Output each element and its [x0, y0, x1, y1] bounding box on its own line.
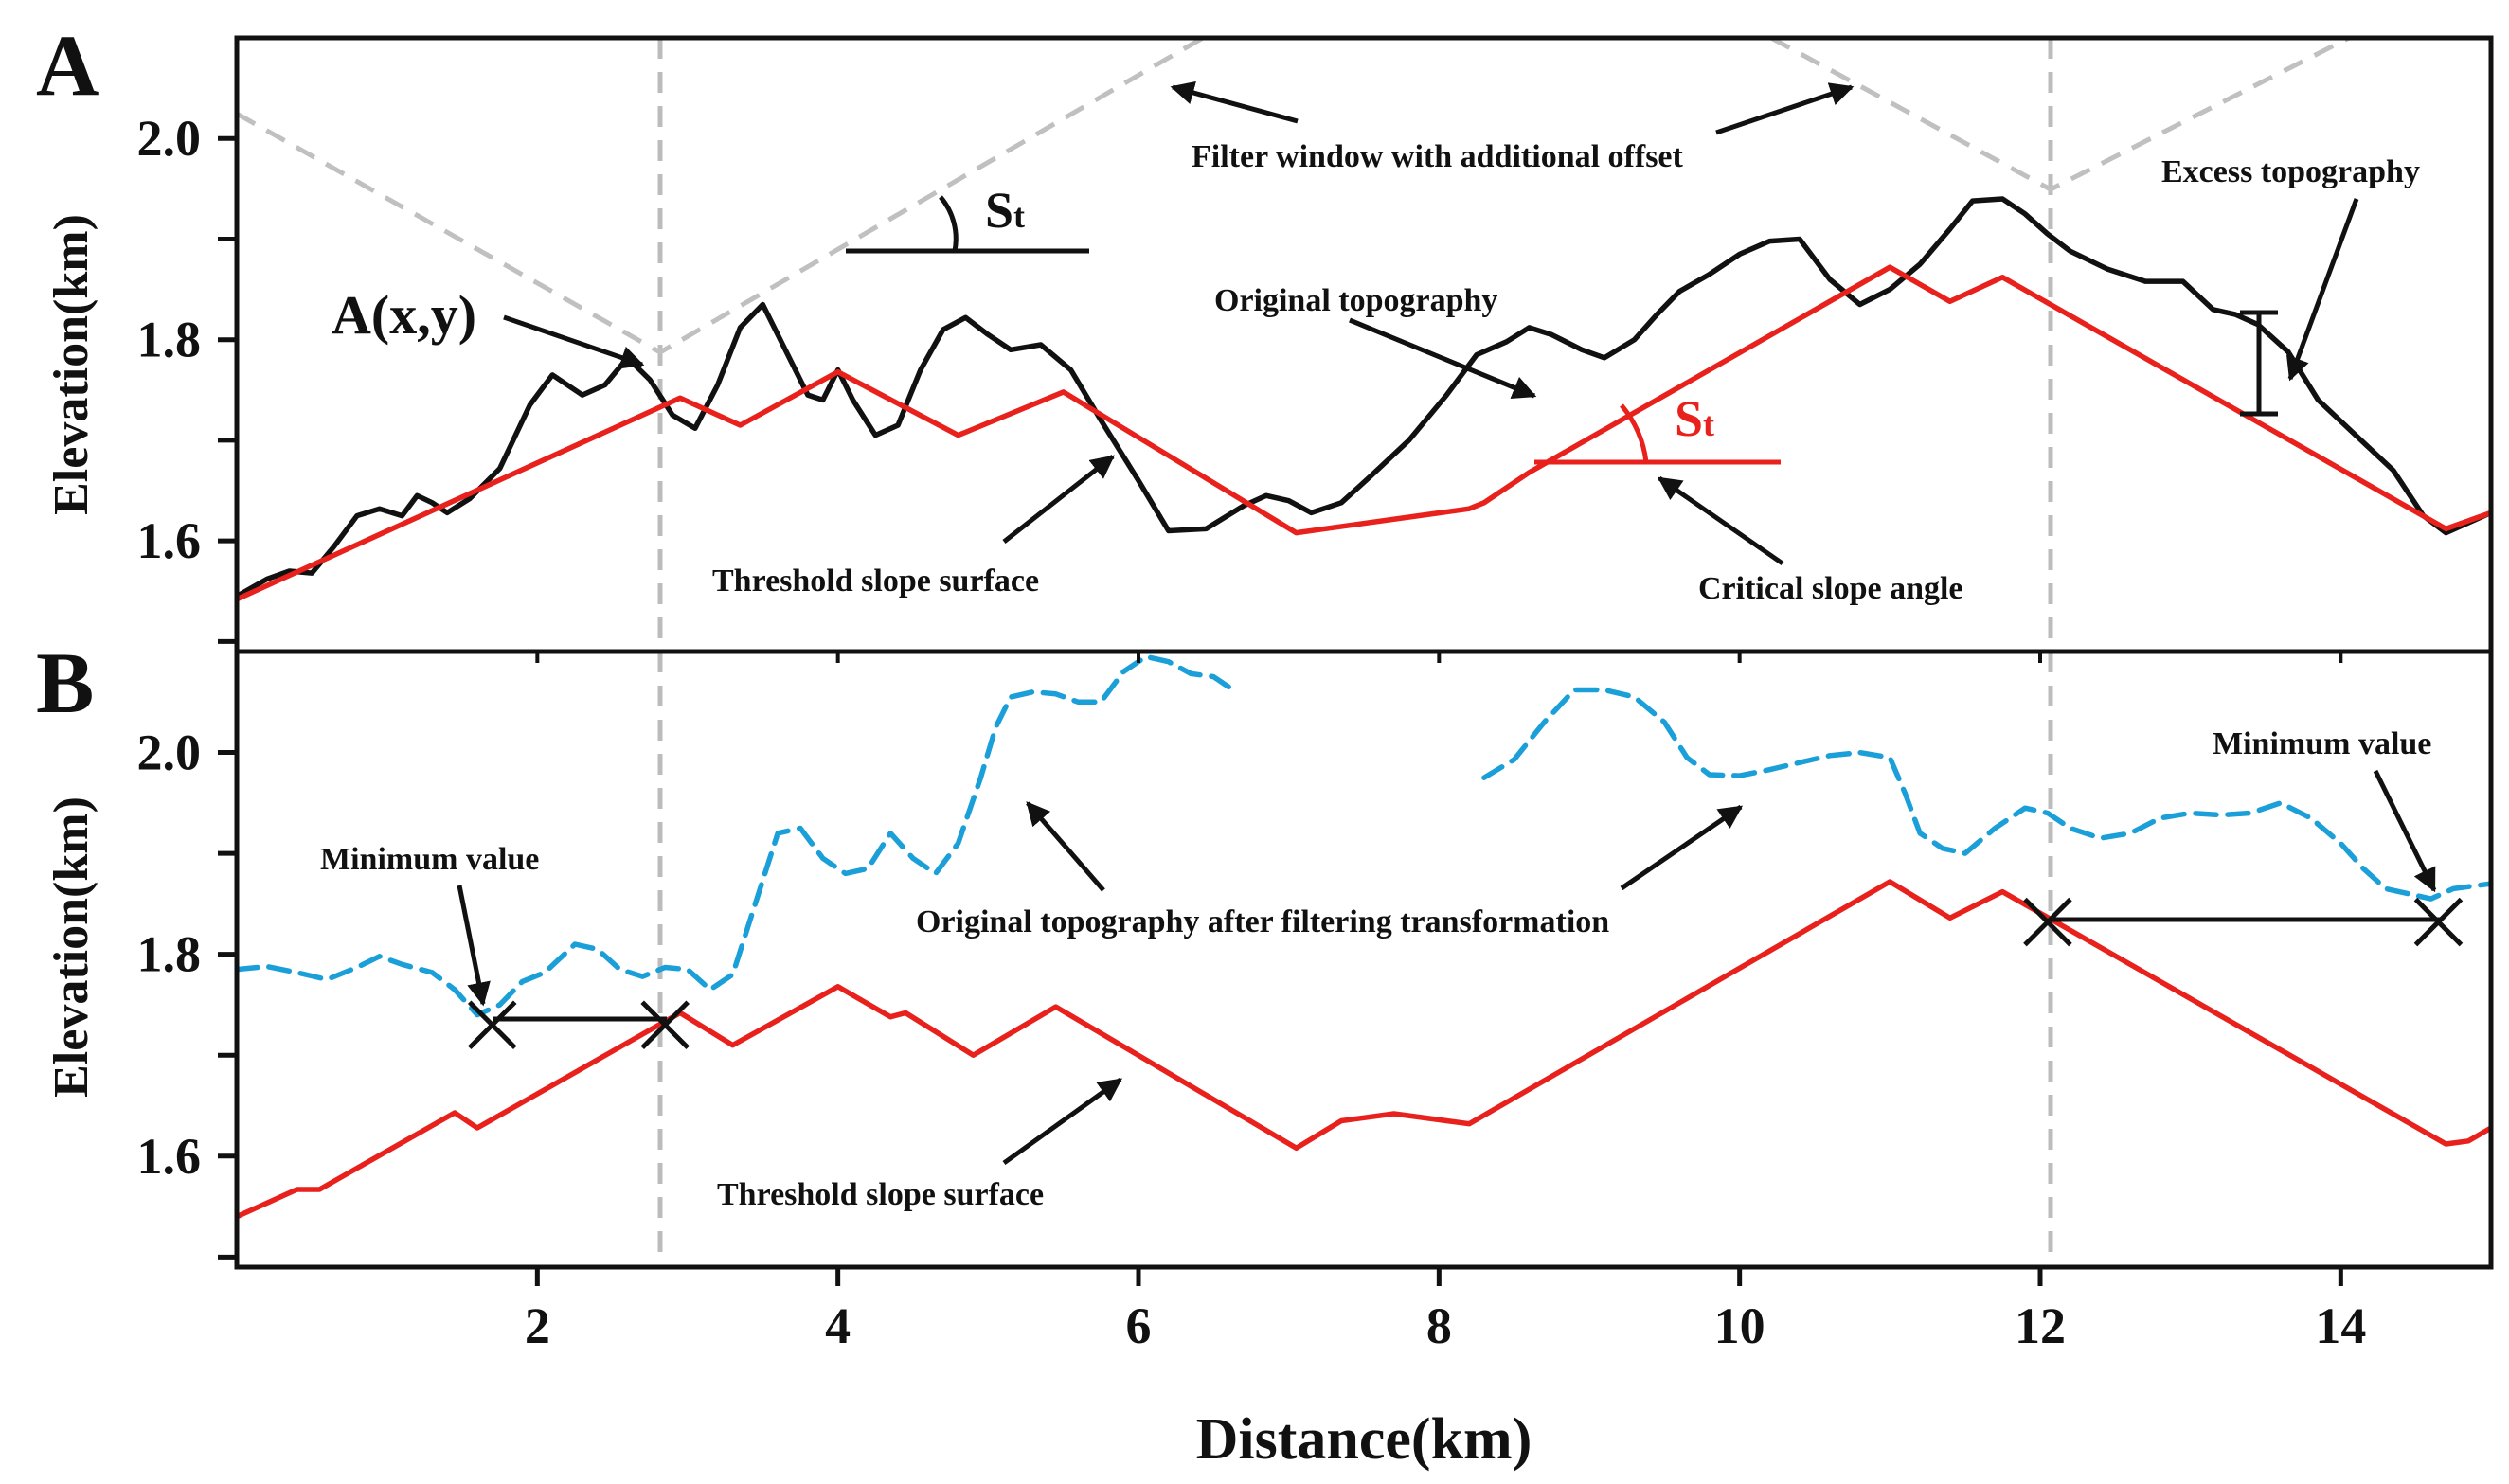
excess-topography-label: Excess topography [2161, 154, 2420, 189]
y-tick-label: 1.6 [137, 1128, 202, 1185]
panel-a-arrows [503, 80, 2359, 566]
minimum-marker-1 [640, 1000, 690, 1050]
series-line-solid-red-0 [237, 879, 2491, 1220]
panel-b-arrows [457, 769, 2437, 1166]
arrow-threshold-b [1002, 1077, 1123, 1166]
series-line-solid-red-1 [237, 264, 2491, 602]
arrow-min-right [2373, 769, 2437, 893]
arrow-excess [2286, 198, 2359, 382]
arrow-critical [1657, 475, 1784, 566]
y-tick-label: 1.6 [137, 512, 202, 569]
arrow-filter-left [1170, 80, 1299, 124]
y-tick-label: 1.8 [137, 312, 202, 368]
plot-frame-a [234, 35, 2494, 654]
minimum-marker-3 [2413, 897, 2464, 947]
axis-ticks: 2 4 6 8 10 12 14 1.6 1.8 2.0 1.6 1.8 2.0 [137, 110, 2367, 1354]
x-tick-label: 8 [1426, 1297, 1452, 1354]
filter-window-left [237, 38, 1205, 355]
panel-b-series [237, 653, 2491, 1220]
st-red-label: St [1675, 390, 1714, 447]
y-axis-label-b: Elevation(km) [45, 796, 99, 1098]
x-tick-label: 2 [525, 1297, 550, 1354]
x-tick-label: 10 [1714, 1297, 1765, 1354]
x-axis-label: Distance(km) [1196, 1407, 1532, 1472]
series-line-dashed-blue-2 [1481, 687, 2491, 902]
panel-a-series [237, 196, 2491, 602]
series-line-dashed-blue-1 [237, 653, 1231, 1018]
arrow-min-left [457, 885, 491, 1007]
x-tick-label: 12 [2015, 1297, 2066, 1354]
min-value-label-right: Minimum value [2213, 726, 2431, 761]
arrow-threshold-a [1002, 455, 1115, 544]
original-topography-label: Original topography [1214, 283, 1497, 318]
minimum-marker-0 [467, 1000, 517, 1050]
x-tick-label: 4 [825, 1297, 851, 1354]
filter-window-label: Filter window with additional offset [1192, 139, 1684, 174]
excess-bracket [2240, 310, 2278, 417]
panel-label-a: A [36, 17, 99, 114]
threshold-surface-label-b: Threshold slope surface [717, 1177, 1044, 1212]
st-red-arc [1620, 403, 1649, 463]
minimum-markers [467, 897, 2464, 1050]
threshold-surface-label-a: Threshold slope surface [712, 563, 1039, 599]
a-xy-label: A(x,y) [332, 284, 476, 346]
y-axis-label-a: Elevation(km) [45, 214, 99, 515]
y-tick-label: 1.8 [137, 926, 202, 983]
critical-angle-label: Critical slope angle [1698, 571, 1963, 606]
st-black-arc [939, 195, 959, 252]
minimum-marker-2 [2023, 897, 2072, 947]
panel-label-b: B [36, 635, 94, 731]
st-black-label: St [985, 182, 1025, 239]
x-tick-label: 14 [2315, 1297, 2366, 1354]
x-tick-label: 6 [1126, 1297, 1152, 1354]
y-tick-label: 2.0 [137, 110, 202, 167]
arrow-filtered-left [1026, 801, 1105, 892]
filtered-topography-label: Original topography after filtering tran… [916, 904, 1609, 939]
filter-window-right [1769, 38, 2351, 192]
plot-frame-b [234, 649, 2494, 1270]
arrow-filter-right [1715, 82, 1855, 135]
series-line-solid-black-0 [237, 196, 2491, 599]
arrow-a-xy [503, 314, 645, 369]
arrow-filtered-right [1620, 804, 1744, 891]
minimum-connectors [493, 917, 2442, 1022]
min-value-label-left: Minimum value [320, 842, 539, 877]
filter-window-lines [237, 38, 2351, 355]
y-tick-label: 2.0 [137, 724, 202, 781]
arrow-original [1349, 317, 1537, 400]
